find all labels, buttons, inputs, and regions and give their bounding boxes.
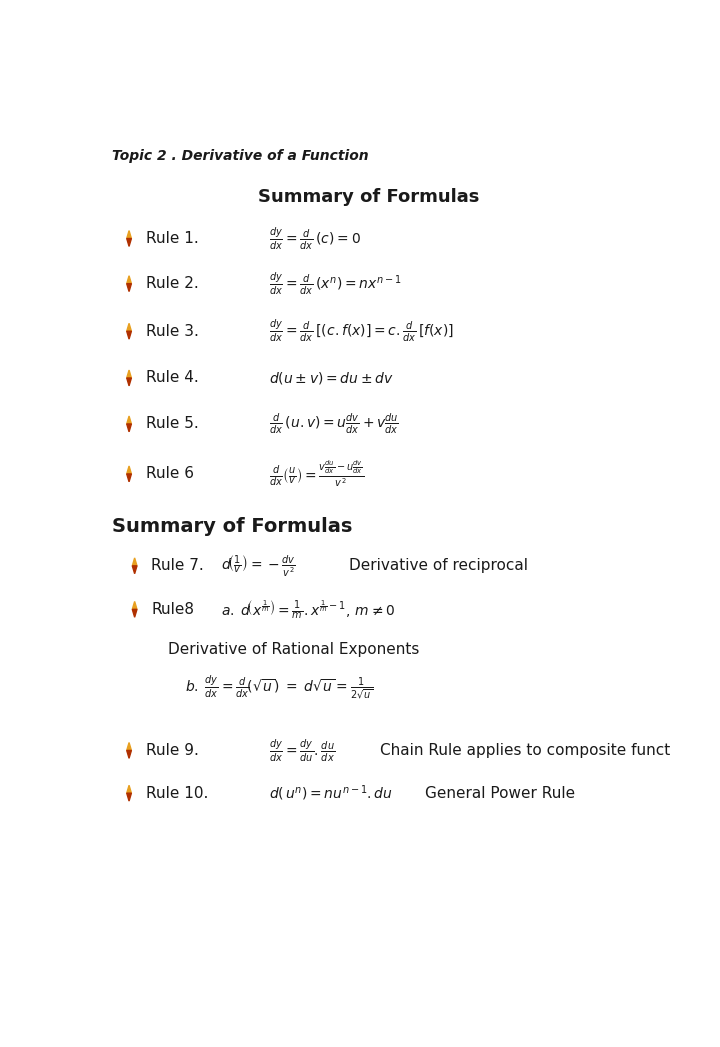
Text: $d(\, u^n) = nu^{n-1}.du$: $d(\, u^n) = nu^{n-1}.du$ (269, 783, 392, 803)
Polygon shape (132, 565, 137, 574)
Text: Topic 2 . Derivative of a Function: Topic 2 . Derivative of a Function (112, 150, 369, 163)
Text: Rule8: Rule8 (151, 602, 194, 617)
Polygon shape (127, 284, 132, 291)
Text: Rule 6: Rule 6 (145, 466, 194, 482)
Polygon shape (127, 378, 132, 386)
Text: $\frac{dy}{dx} = \frac{d}{dx}\,(x^n) = nx^{n-1}$: $\frac{dy}{dx} = \frac{d}{dx}\,(x^n) = n… (269, 270, 402, 297)
Polygon shape (127, 239, 132, 246)
Text: Rule 10.: Rule 10. (145, 785, 208, 801)
Text: Rule 5.: Rule 5. (145, 417, 199, 431)
Text: Derivative of Rational Exponents: Derivative of Rational Exponents (168, 642, 420, 658)
Text: Rule 1.: Rule 1. (145, 231, 199, 246)
Text: Chain Rule applies to composite funct: Chain Rule applies to composite funct (380, 743, 670, 758)
Text: Derivative of reciprocal: Derivative of reciprocal (349, 558, 528, 574)
Polygon shape (132, 601, 137, 609)
Polygon shape (132, 558, 137, 565)
Text: Rule 2.: Rule 2. (145, 276, 199, 291)
Polygon shape (127, 331, 132, 339)
Text: $\frac{d}{dx}\,(u.v) = u\frac{dv}{dx} + v\frac{du}{dx}$: $\frac{d}{dx}\,(u.v) = u\frac{dv}{dx} + … (269, 411, 398, 437)
Text: $d(u \pm v) = du \pm dv$: $d(u \pm v) = du \pm dv$ (269, 370, 393, 386)
Polygon shape (127, 275, 132, 284)
Text: $b.\; \frac{dy}{dx} = \frac{d}{dx}\!(\sqrt{u})\; =\; d\sqrt{u} = \frac{1}{2\sqrt: $b.\; \frac{dy}{dx} = \frac{d}{dx}\!(\sq… (185, 673, 373, 701)
Polygon shape (127, 466, 132, 474)
Polygon shape (127, 324, 132, 331)
Text: $a.\; d\!\left(x^{\frac{1}{m}}\right) = \frac{1}{m}.x^{\frac{1}{m}-1},\,m \neq 0: $a.\; d\!\left(x^{\frac{1}{m}}\right) = … (221, 598, 395, 621)
Polygon shape (127, 230, 132, 239)
Text: Rule 9.: Rule 9. (145, 743, 199, 758)
Text: Summary of Formulas: Summary of Formulas (258, 187, 480, 205)
Text: $\frac{d}{dx}\left(\frac{u}{v}\right) = \frac{v\frac{du}{dx} - u\frac{dv}{dx}}{v: $\frac{d}{dx}\left(\frac{u}{v}\right) = … (269, 459, 364, 489)
Polygon shape (127, 424, 132, 431)
Polygon shape (127, 370, 132, 378)
Polygon shape (127, 794, 132, 801)
Text: Rule 7.: Rule 7. (151, 558, 204, 574)
Polygon shape (127, 474, 132, 482)
Text: $\frac{dy}{dx} = \frac{d}{dx}\,[(c.f(x)] = c.\frac{d}{dx}\,[f(x)]$: $\frac{dy}{dx} = \frac{d}{dx}\,[(c.f(x)]… (269, 318, 454, 344)
Polygon shape (127, 785, 132, 794)
Text: $d\!\left(\frac{1}{v}\right) = -\frac{dv}{v^2}$: $d\!\left(\frac{1}{v}\right) = -\frac{dv… (221, 553, 296, 579)
Text: Summary of Formulas: Summary of Formulas (112, 517, 353, 536)
Polygon shape (127, 416, 132, 424)
Text: $\frac{dy}{dx} = \frac{dy}{du}.\frac{du}{dx}$: $\frac{dy}{dx} = \frac{dy}{du}.\frac{du}… (269, 737, 335, 763)
Polygon shape (127, 742, 132, 751)
Polygon shape (132, 609, 137, 618)
Text: General Power Rule: General Power Rule (425, 785, 575, 801)
Text: $\frac{dy}{dx} = \frac{d}{dx}\,(c) = 0$: $\frac{dy}{dx} = \frac{d}{dx}\,(c) = 0$ (269, 225, 361, 251)
Text: Rule 4.: Rule 4. (145, 371, 199, 385)
Polygon shape (127, 751, 132, 758)
Text: Rule 3.: Rule 3. (145, 324, 199, 339)
